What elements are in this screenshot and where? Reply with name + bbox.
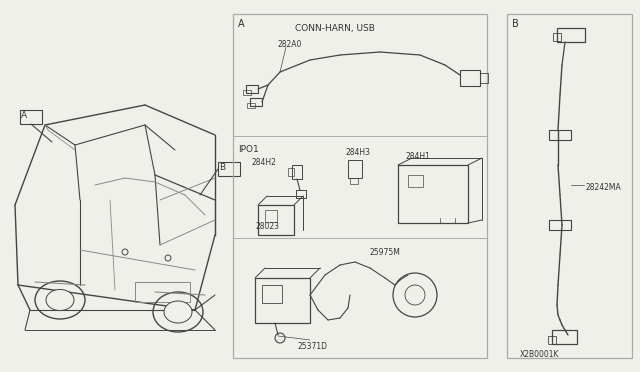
Bar — [258, 205, 294, 235]
Bar — [507, 14, 632, 358]
Text: 284H1: 284H1 — [405, 152, 430, 161]
Text: 25371D: 25371D — [298, 342, 328, 351]
Bar — [549, 220, 571, 230]
Bar — [135, 282, 190, 302]
Bar — [20, 110, 42, 124]
Bar — [408, 175, 423, 187]
Bar — [218, 162, 240, 176]
Text: CONN-HARN, USB: CONN-HARN, USB — [295, 24, 375, 33]
Bar — [296, 190, 306, 198]
Text: A: A — [238, 19, 244, 29]
Text: B: B — [512, 19, 519, 29]
Text: 284H2: 284H2 — [252, 158, 277, 167]
Text: 28242MA: 28242MA — [585, 183, 621, 192]
Bar — [246, 85, 258, 93]
Text: 284H3: 284H3 — [345, 148, 370, 157]
Bar — [247, 103, 255, 108]
Text: X2B0001K: X2B0001K — [520, 350, 559, 359]
Bar — [262, 285, 282, 303]
Bar — [552, 330, 577, 344]
Bar — [255, 278, 310, 323]
Bar — [292, 165, 302, 179]
Bar — [350, 178, 358, 184]
Text: IPO1: IPO1 — [238, 145, 259, 154]
Bar — [288, 168, 294, 176]
Text: B: B — [219, 163, 225, 172]
Bar — [348, 160, 362, 178]
Ellipse shape — [164, 301, 192, 323]
Text: 28023: 28023 — [255, 222, 279, 231]
Bar — [480, 73, 488, 83]
Bar — [243, 90, 251, 95]
Bar — [398, 165, 468, 223]
Ellipse shape — [46, 289, 74, 311]
Text: 25975M: 25975M — [370, 248, 401, 257]
Bar — [549, 130, 571, 140]
Bar — [557, 28, 585, 42]
Bar — [250, 98, 262, 106]
Text: 282A0: 282A0 — [278, 40, 302, 49]
Bar — [460, 70, 480, 86]
Bar — [553, 33, 561, 41]
Bar — [265, 210, 277, 222]
Text: A: A — [21, 111, 27, 120]
Bar — [233, 14, 487, 358]
Bar — [548, 336, 556, 344]
